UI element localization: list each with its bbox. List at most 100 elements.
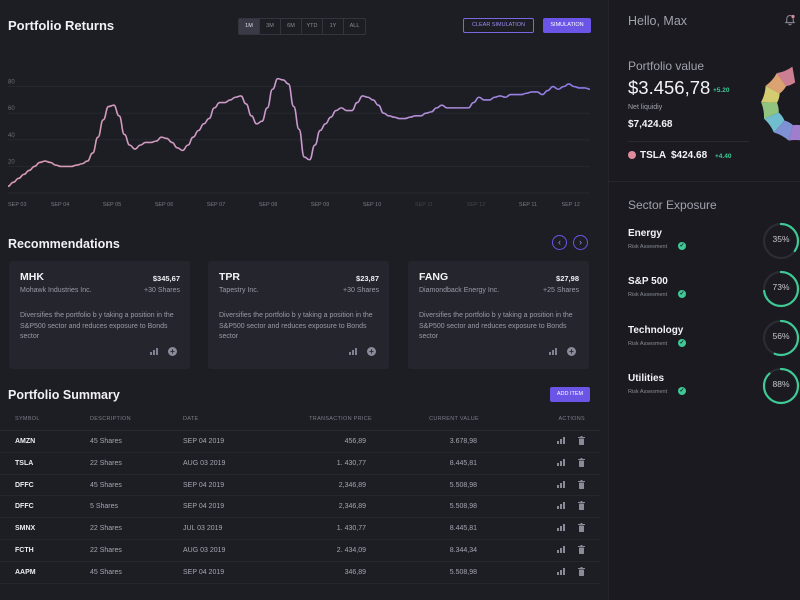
- column-header-transaction-price[interactable]: TRANSACTION PRICE: [309, 416, 372, 422]
- donut-segment: [773, 120, 794, 141]
- bar-chart-icon[interactable]: [557, 567, 565, 575]
- row-current-value: 8.344,34: [449, 546, 477, 554]
- add-icon[interactable]: +: [367, 347, 376, 356]
- sector-percent: 88%: [772, 379, 790, 389]
- risk-assessment-label: Risk Assesment: [628, 244, 668, 250]
- x-tick-label: SEP 12: [467, 202, 486, 208]
- returns-series-line: [7, 77, 591, 188]
- holding-change: +4.40: [715, 153, 732, 160]
- card-description: Diversifies the portfolio b y taking a p…: [219, 312, 373, 340]
- row-description: 22 Shares: [90, 525, 122, 533]
- x-tick-label: SEP 07: [207, 202, 226, 208]
- x-tick-label: SEP 11: [415, 202, 433, 208]
- bar-chart-icon[interactable]: [557, 524, 565, 532]
- column-header-symbol[interactable]: SYMBOL: [15, 416, 40, 422]
- row-current-value: 8.445,81: [449, 459, 477, 467]
- table-row[interactable]: DFFC 5 Shares SEP 04 2019 2,346,89 5.508,98: [0, 496, 600, 519]
- card-description: Diversifies the portfolio b y taking a p…: [20, 312, 174, 340]
- add-item-button[interactable]: ADD ITEM: [550, 387, 590, 402]
- bell-icon[interactable]: [784, 14, 796, 26]
- net-liquidity-label: Net liquidiy: [628, 104, 663, 111]
- sector-progress-ring: [762, 367, 800, 405]
- check-icon: ✓: [678, 290, 686, 298]
- table-row[interactable]: AAPM 45 Shares SEP 04 2019 346,89 5.508,98: [0, 562, 600, 584]
- divider: [628, 141, 749, 142]
- table-row[interactable]: SMNX 22 Shares JUL 03 2019 1. 430,77 8.445,8…: [0, 518, 600, 540]
- range-1y-button[interactable]: 1Y: [323, 19, 344, 34]
- sector-item[interactable]: Utilities Risk Assesment ✓ 88%: [628, 367, 800, 413]
- column-header-date[interactable]: DATE: [183, 416, 199, 422]
- row-description: 22 Shares: [90, 546, 122, 554]
- card-description: Diversifies the portfolio b y taking a p…: [419, 312, 573, 340]
- sector-name: Energy: [628, 228, 662, 239]
- sector-percent: 56%: [772, 331, 790, 341]
- range-3m-button[interactable]: 3M: [260, 19, 281, 34]
- table-row[interactable]: AMZN 45 Shares SEP 04 2019 456,89 3.678,98: [0, 431, 600, 453]
- table-row[interactable]: TSLA 22 Shares AUG 03 2019 1. 430,77 8.445,8…: [0, 453, 600, 475]
- trash-icon[interactable]: [578, 479, 585, 489]
- row-description: 22 Shares: [90, 459, 122, 467]
- y-tick-label: 40: [8, 133, 15, 139]
- recommendation-card[interactable]: FANG $27,98 Diamondback Energy Inc. +25 …: [408, 261, 589, 369]
- table-row[interactable]: FCTH 22 Shares AUG 03 2019 2. 434,09 8.344,3…: [0, 540, 600, 562]
- trash-icon[interactable]: [578, 523, 585, 533]
- trash-icon[interactable]: [578, 566, 585, 576]
- column-header-current-value[interactable]: CURRENT VALUE: [429, 416, 479, 422]
- range-1m-button[interactable]: 1M: [239, 19, 260, 34]
- y-tick-label: 80: [8, 80, 15, 86]
- bar-chart-icon[interactable]: [549, 348, 557, 355]
- sector-item[interactable]: Technology Risk Assesment ✓ 56%: [628, 319, 800, 365]
- row-transaction-price: 2,346,89: [338, 503, 366, 511]
- y-tick-label: 20: [8, 159, 15, 165]
- recommendation-card[interactable]: MHK $345,67 Mohawk Industries Inc. +30 S…: [9, 261, 190, 369]
- sector-item[interactable]: Energy Risk Assesment ✓ 35%: [628, 222, 800, 268]
- row-description: 45 Shares: [90, 438, 122, 445]
- check-icon: ✓: [678, 339, 686, 347]
- chevron-right-icon: ›: [579, 237, 582, 247]
- bar-chart-icon[interactable]: [150, 348, 158, 355]
- holding-color-dot: [628, 151, 636, 159]
- bar-chart-icon[interactable]: [349, 348, 357, 355]
- row-date: SEP 04 2019: [183, 481, 225, 489]
- previous-button[interactable]: ‹: [552, 235, 567, 250]
- main-panel: Portfolio Returns 1M 3M 6M YTD 1Y ALL CL…: [0, 18, 600, 584]
- trash-icon[interactable]: [578, 457, 585, 467]
- greeting: Hello, Max: [628, 14, 688, 28]
- simulation-button[interactable]: SIMULATION: [543, 18, 591, 33]
- row-current-value: 5.508,98: [449, 568, 477, 576]
- table-row[interactable]: DFFC 45 Shares SEP 04 2019 2,346,89 5.508,98: [0, 475, 600, 497]
- check-icon: ✓: [678, 387, 686, 395]
- bar-chart-icon[interactable]: [557, 480, 565, 488]
- y-tick-label: 60: [8, 106, 15, 112]
- bar-chart-icon[interactable]: [557, 545, 565, 553]
- x-tick-label: SEP 03: [8, 202, 27, 208]
- sector-name: S&P 500: [628, 276, 668, 287]
- sector-progress-ring: [762, 270, 800, 308]
- bar-chart-icon[interactable]: [557, 458, 565, 466]
- donut-segment: [776, 66, 796, 87]
- sector-item[interactable]: S&P 500 Risk Assesment ✓ 73%: [628, 270, 800, 316]
- card-shares: +30 Shares: [343, 287, 379, 294]
- range-6m-button[interactable]: 6M: [281, 19, 302, 34]
- row-description: 45 Shares: [90, 481, 122, 489]
- recommendation-card[interactable]: TPR $23,87 Tapestry Inc. +30 Shares Dive…: [208, 261, 389, 369]
- x-tick-label: SEP 06: [155, 202, 174, 208]
- add-icon[interactable]: +: [567, 347, 576, 356]
- trash-icon[interactable]: [578, 501, 585, 511]
- next-button[interactable]: ›: [573, 235, 588, 250]
- trash-icon[interactable]: [578, 436, 585, 445]
- column-header-description[interactable]: DESCRIPTION: [90, 416, 131, 422]
- clear-simulation-button[interactable]: CLEAR SIMULATION: [463, 18, 534, 33]
- row-symbol: FCTH: [15, 546, 34, 554]
- bar-chart-icon[interactable]: [557, 437, 565, 444]
- trash-icon[interactable]: [578, 544, 585, 554]
- add-icon[interactable]: +: [168, 347, 177, 356]
- bar-chart-icon[interactable]: [557, 502, 565, 510]
- portfolio-value: $3.456,78: [628, 77, 711, 98]
- range-ytd-button[interactable]: YTD: [302, 19, 323, 34]
- range-all-button[interactable]: ALL: [349, 23, 360, 29]
- row-date: SEP 04 2019: [183, 438, 225, 445]
- sector-percent: 73%: [772, 282, 790, 292]
- returns-line-chart: 20 40 60 80 SEP 03 SEP 04 SEP 05 SEP 06 SEP 07 SE…: [7, 77, 591, 208]
